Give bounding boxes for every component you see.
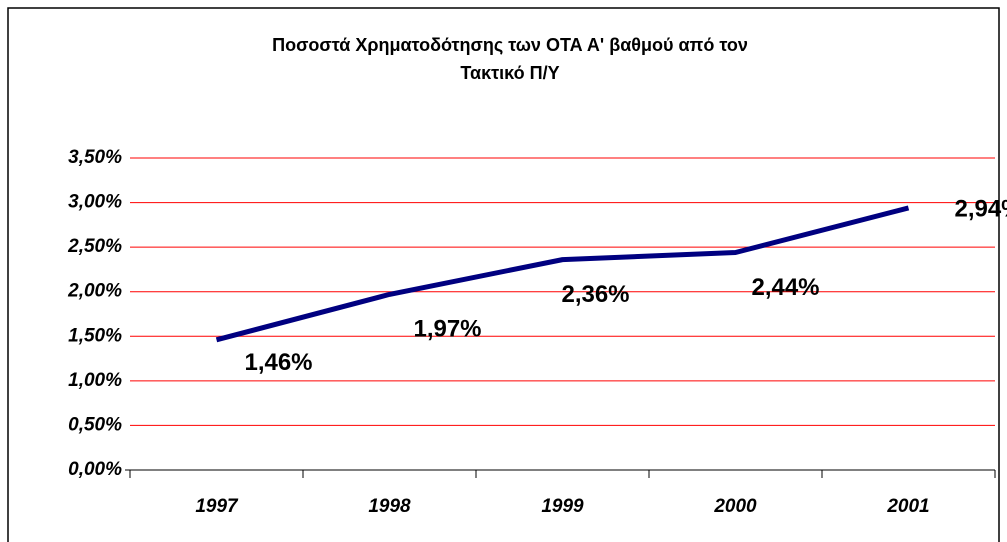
chart-frame [7,7,1000,542]
y-tick-label: 2,50% [67,236,122,257]
y-tick-label: 1,00% [68,370,122,391]
x-tick-label: 1997 [195,496,239,517]
data-label: 2,94% [954,195,1007,222]
chart-title: Ποσοστά Χρηματοδότησης των ΟΤΑ Α' βαθμού… [272,35,748,55]
x-tick-label: 2000 [713,496,757,517]
chart-title: Τακτικό Π/Υ [460,63,559,83]
data-line [215,205,910,343]
y-tick-label: 0,50% [68,414,122,435]
y-tick-label: 0,00% [68,459,122,480]
y-tick-label: 2,00% [67,281,122,302]
x-tick-label: 2001 [886,496,929,517]
data-label: 2,44% [751,274,819,301]
y-tick-label: 1,50% [68,325,122,346]
data-label: 2,36% [561,281,629,308]
x-tick-label: 1999 [541,496,584,517]
y-tick-label: 3,50% [68,147,122,168]
x-tick-label: 1998 [368,496,411,517]
y-tick-label: 3,00% [68,192,122,213]
data-label: 1,97% [413,316,481,343]
data-label: 1,46% [244,349,312,376]
